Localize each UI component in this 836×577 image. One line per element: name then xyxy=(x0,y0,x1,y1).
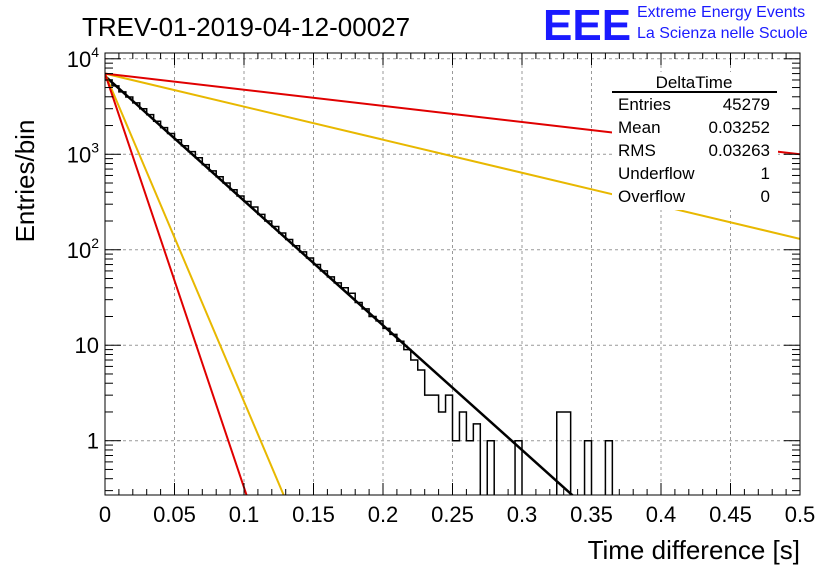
stats-row-label: Underflow xyxy=(618,164,695,183)
fit-line xyxy=(105,73,248,495)
plot-area xyxy=(105,72,800,495)
x-tick-label: 0.1 xyxy=(229,502,260,527)
y-tick-label: 1 xyxy=(87,429,99,454)
stats-row-value: 0.03263 xyxy=(709,141,770,160)
stats-box: DeltaTime Entries 45279 Mean 0.03252 RMS 0.03… xyxy=(612,72,778,210)
x-tick-label: 0.5 xyxy=(785,502,816,527)
run-title: TREV-01-2019-04-12-00027 xyxy=(82,12,410,42)
x-tick-label: 0.35 xyxy=(570,502,613,527)
axis-ticks xyxy=(104,53,801,495)
x-tick-label: 0.45 xyxy=(709,502,752,527)
x-tick-label: 0.2 xyxy=(368,502,399,527)
logo-line-2: La Scienza nelle Scuole xyxy=(637,25,808,42)
fit-line xyxy=(105,73,285,495)
fit-line xyxy=(105,72,800,240)
y-axis-label: Entries/bin xyxy=(10,120,40,243)
y-tick-label: 10 xyxy=(75,333,99,358)
stats-row-value: 45279 xyxy=(723,95,770,114)
y-tick-label: 103 xyxy=(67,139,99,167)
stats-row-label: Overflow xyxy=(618,187,686,206)
stats-row-label: RMS xyxy=(618,141,656,160)
x-tick-labels: 0 0.05 0.1 0.15 0.2 0.25 0.3 0.35 0.4 0.45 0.5 xyxy=(99,502,815,527)
stats-row-label: Entries xyxy=(618,95,671,114)
logo-line-1: Extreme Energy Events xyxy=(637,4,805,21)
y-tick-labels: 1 10 102 103 104 xyxy=(67,44,99,454)
stats-row-value: 0.03252 xyxy=(709,118,770,137)
stats-row-value: 0 xyxy=(761,187,770,206)
stats-title: DeltaTime xyxy=(656,73,733,92)
x-tick-label: 0.25 xyxy=(431,502,474,527)
x-tick-label: 0.05 xyxy=(153,502,196,527)
x-tick-label: 0.15 xyxy=(292,502,335,527)
stats-row-label: Mean xyxy=(618,118,661,137)
x-tick-label: 0.4 xyxy=(646,502,677,527)
eee-logo: EEE xyxy=(543,1,631,50)
y-tick-label: 102 xyxy=(67,235,99,263)
y-tick-label: 104 xyxy=(67,44,99,72)
stats-row-value: 1 xyxy=(761,164,770,183)
fit-line xyxy=(105,75,575,495)
x-tick-label: 0 xyxy=(99,502,111,527)
x-tick-label: 0.3 xyxy=(507,502,538,527)
stats-rows: Entries 45279 Mean 0.03252 RMS 0.03263 Underfl… xyxy=(618,95,770,206)
x-axis-label: Time difference [s] xyxy=(588,535,800,565)
stats-background xyxy=(612,72,778,210)
